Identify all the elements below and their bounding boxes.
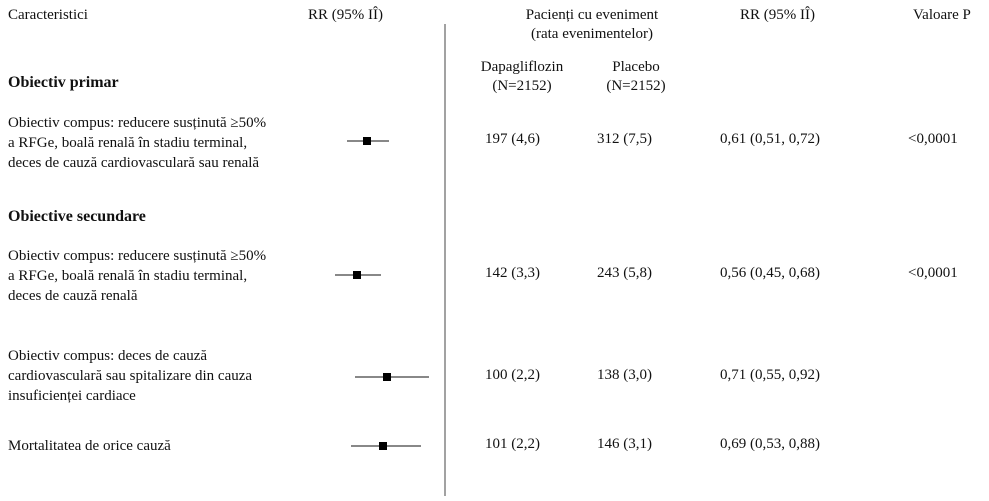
header-patients-event: Pacienți cu eveniment (rata evenimentelo… [502, 6, 682, 44]
header-rr-col: RR (95% IÎ) [740, 7, 815, 23]
header-dapagliflozin: Dapagliflozin (N=2152) [470, 58, 574, 96]
row-placebo-value: 243 (5,8) [597, 265, 652, 281]
row-label-secondary-renal: Obiectiv compus: reducere susținută ≥50%… [8, 246, 338, 306]
row-rr-text: 0,69 (0,53, 0,88) [720, 436, 820, 452]
row-label-secondary-cv-hf: Obiectiv compus: deces de cauză cardiova… [8, 346, 338, 406]
header-characteristics: Caracteristici [8, 7, 88, 23]
row-label-line: insuficienței cardiace [8, 388, 136, 404]
row-dapa-value: 100 (2,2) [485, 367, 540, 383]
section-secondary: Obiective secundare [8, 208, 146, 225]
header-patients-line2: (rata evenimentelor) [530, 26, 653, 42]
placebo-n: (N=2152) [606, 78, 666, 94]
header-patients-line1: Pacienți cu eveniment [525, 7, 659, 23]
point-estimate [363, 137, 371, 145]
section-primary: Obiectiv primar [8, 74, 119, 91]
row-placebo-value: 146 (3,1) [597, 436, 652, 452]
dapa-name: Dapagliflozin [480, 59, 564, 75]
header-rr-plot: RR (95% IÎ) [308, 7, 383, 23]
row-dapa-value: 101 (2,2) [485, 436, 540, 452]
row-p-value: <0,0001 [908, 131, 958, 147]
row-label-line: Obiectiv compus: reducere susținută ≥50% [8, 115, 267, 131]
row-label-line: Mortalitatea de orice cauză [8, 438, 171, 454]
row-label-line: deces de cauză renală [8, 288, 138, 304]
row-rr-text: 0,56 (0,45, 0,68) [720, 265, 820, 281]
row-dapa-value: 197 (4,6) [485, 131, 540, 147]
row-dapa-value: 142 (3,3) [485, 265, 540, 281]
row-label-line: a RFGe, boală renală în stadiu terminal, [8, 135, 248, 151]
row-label-line: a RFGe, boală renală în stadiu terminal, [8, 268, 248, 284]
point-estimate [379, 442, 387, 450]
row-label-line: cardiovasculară sau spitalizare din cauz… [8, 368, 253, 384]
row-placebo-value: 312 (7,5) [597, 131, 652, 147]
placebo-name: Placebo [612, 59, 660, 75]
dapa-n: (N=2152) [492, 78, 552, 94]
point-estimate [353, 271, 361, 279]
row-rr-text: 0,61 (0,51, 0,72) [720, 131, 820, 147]
header-placebo: Placebo (N=2152) [590, 58, 682, 96]
row-placebo-value: 138 (3,0) [597, 367, 652, 383]
row-label-line: Obiectiv compus: reducere susținută ≥50% [8, 248, 267, 264]
row-label-primary-composite: Obiectiv compus: reducere susținută ≥50%… [8, 113, 338, 173]
header-p-value: Valoare P [913, 7, 971, 23]
point-estimate [383, 373, 391, 381]
row-rr-text: 0,71 (0,55, 0,92) [720, 367, 820, 383]
row-p-value: <0,0001 [908, 265, 958, 281]
row-label-line: Obiectiv compus: deces de cauză [8, 348, 208, 364]
row-label-line: deces de cauză cardiovasculară sau renal… [8, 155, 260, 171]
row-label-all-cause-mortality: Mortalitatea de orice cauză [8, 436, 338, 456]
